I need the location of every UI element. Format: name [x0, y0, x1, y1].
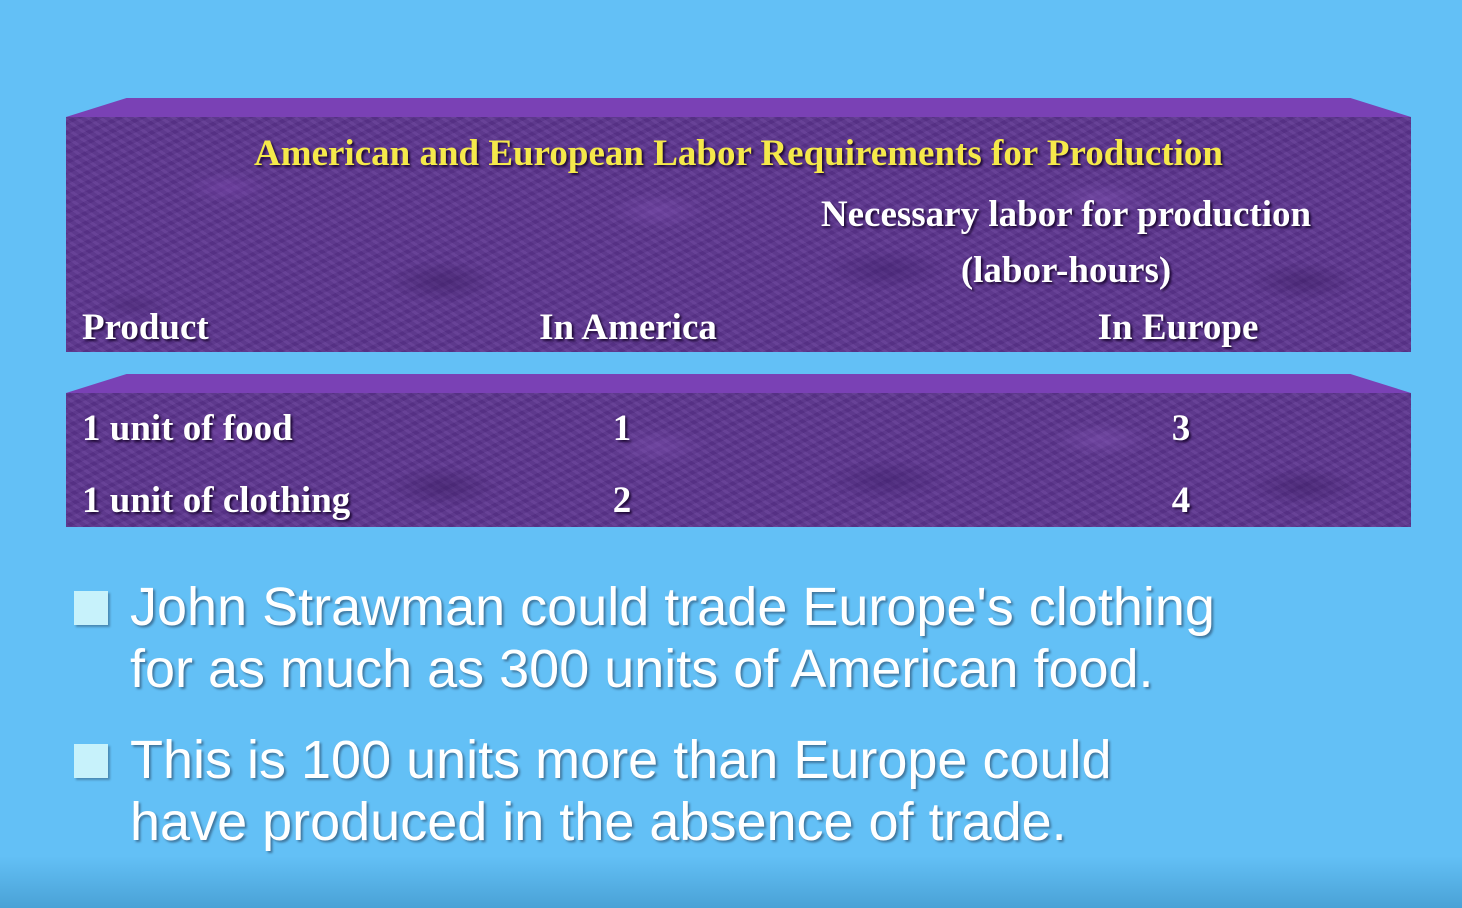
bullet-item-2: This is 100 units more than Europe could… — [74, 729, 1414, 853]
row-clothing-europe-value: 4 — [1171, 480, 1191, 521]
row-clothing-america-value: 2 — [612, 480, 632, 521]
column-header-europe: In Europe — [1097, 307, 1259, 348]
column-header-america: In America — [539, 307, 717, 348]
table-header-panel: American and European Labor Requirements… — [66, 117, 1411, 352]
row-product-clothing: 1 unit of clothing — [82, 480, 351, 521]
table-body-panel: 1 unit of food 1 3 1 unit of clothing 2 … — [66, 393, 1411, 527]
bullet-1-line1: John Strawman could trade Europe's cloth… — [130, 577, 1215, 637]
bullet-2-line1: This is 100 units more than Europe could — [130, 730, 1112, 790]
background-fade — [0, 856, 1462, 908]
bullet-1-line2: for as much as 300 units of American foo… — [130, 639, 1154, 699]
column-header-product: Product — [82, 307, 209, 348]
bullet-2-line2: have produced in the absence of trade. — [130, 792, 1067, 852]
table-title: American and European Labor Requirements… — [254, 133, 1223, 174]
group-header-line1: Necessary labor for production — [820, 194, 1312, 235]
square-bullet-icon — [74, 591, 108, 625]
group-header-line2: (labor-hours) — [960, 250, 1172, 291]
square-bullet-icon — [74, 744, 108, 778]
row-product-food: 1 unit of food — [82, 408, 293, 449]
bullet-item-1: John Strawman could trade Europe's cloth… — [74, 576, 1414, 700]
row-food-europe-value: 3 — [1171, 408, 1191, 449]
bullet-list: John Strawman could trade Europe's cloth… — [74, 576, 1414, 853]
row-food-america-value: 1 — [612, 408, 632, 449]
